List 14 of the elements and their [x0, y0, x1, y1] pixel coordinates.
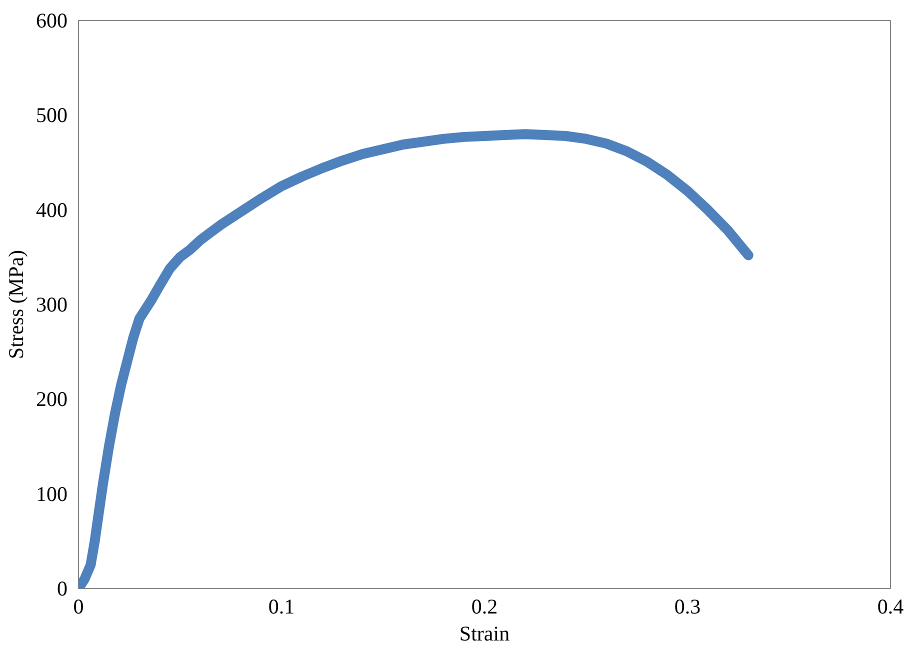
y-tick-label: 500: [36, 103, 68, 128]
y-tick-label: 400: [36, 198, 68, 222]
y-axis-title: Stress (MPa): [4, 250, 28, 360]
y-tick-label: 0: [57, 576, 68, 600]
y-tick-label: 100: [36, 482, 68, 506]
x-tick-label: 0.2: [471, 594, 498, 618]
x-axis-title: Strain: [459, 622, 510, 646]
x-tick-label: 0: [73, 594, 84, 618]
x-tick-label: 0.4: [877, 594, 904, 618]
y-tick-label: 200: [36, 387, 68, 412]
x-tick-label: 0.3: [674, 594, 701, 618]
y-tick-label: 300: [36, 292, 68, 316]
x-tick-label: 0.1: [268, 594, 295, 618]
y-tick-label: 600: [36, 8, 68, 32]
